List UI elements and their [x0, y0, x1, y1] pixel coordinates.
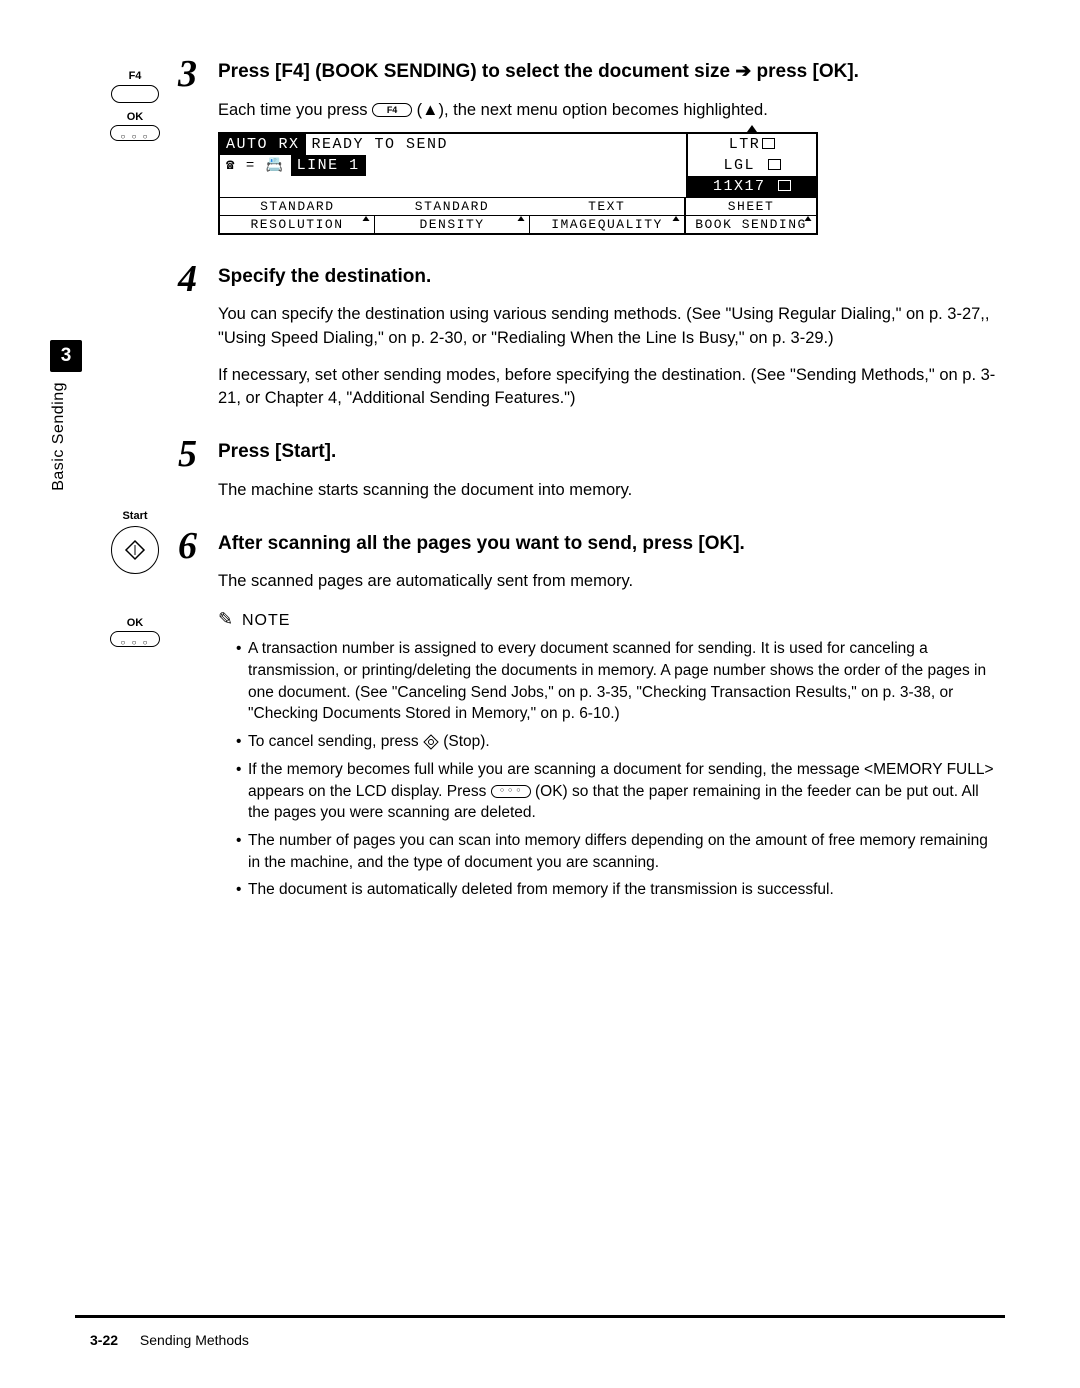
- f4-ok-icon-group: F4 OK ○ ○ ○: [90, 70, 180, 144]
- lcd-11x17: 11X17: [688, 176, 816, 197]
- note-item-5: The document is automatically deleted fr…: [236, 879, 1000, 901]
- step-6-number: 6: [178, 524, 197, 568]
- lcd-resolution: RESOLUTION: [220, 216, 375, 233]
- lcd-booksending-text: BOOK SENDING: [695, 217, 807, 232]
- step-4-title: Specify the destination.: [210, 265, 1000, 290]
- inline-f4-icon: F4: [372, 103, 412, 117]
- lcd-phone-icon: ☎ = 📇: [220, 155, 291, 176]
- note-item-2b: (Stop).: [439, 733, 490, 750]
- lcd-imagequality-text: IMAGEQUALITY: [551, 217, 663, 232]
- note-list: A transaction number is assigned to ever…: [218, 638, 1000, 901]
- ok-label: OK: [90, 111, 180, 123]
- main-content: 3 Press [F4] (BOOK SENDING) to select th…: [210, 60, 1000, 901]
- step-3-title-b: press [OK].: [757, 61, 859, 82]
- lcd-ready: READY TO SEND: [306, 134, 686, 155]
- note-pencil-icon: ✎: [218, 609, 238, 630]
- note-item-2: To cancel sending, press (Stop).: [236, 731, 1000, 753]
- note-item-1: A transaction number is assigned to ever…: [236, 638, 1000, 725]
- step-6: 6 After scanning all the pages you want …: [210, 532, 1000, 901]
- chapter-tab: 3 Basic Sending: [50, 340, 82, 510]
- step-5: 5 Press [Start]. The machine starts scan…: [210, 440, 1000, 502]
- lcd-11x17-text: 11X17: [713, 178, 766, 195]
- note-label-text: NOTE: [242, 612, 290, 629]
- footer-page-number: 3-22: [90, 1332, 118, 1348]
- step-3-title: Press [F4] (BOOK SENDING) to select the …: [210, 60, 1000, 85]
- step-5-title: Press [Start].: [210, 440, 1000, 465]
- step-4-p2: If necessary, set other sending modes, b…: [210, 364, 1000, 410]
- lcd-display: AUTO RX READY TO SEND ☎ = 📇 LINE 1 LTR L…: [218, 132, 818, 235]
- start-button-icon: [111, 526, 159, 574]
- ok-button-icon: ○ ○ ○: [110, 125, 160, 141]
- footer-rule: [75, 1315, 1005, 1318]
- note-item-3: If the memory becomes full while you are…: [236, 759, 1000, 824]
- step-5-p1: The machine starts scanning the document…: [210, 479, 1000, 502]
- note-label: ✎NOTE: [218, 609, 1000, 630]
- lcd-sheet: SHEET: [686, 198, 816, 215]
- step-3-number: 3: [178, 52, 197, 96]
- step-4-p1: You can specify the destination using va…: [210, 303, 1000, 349]
- step-6-p1: The scanned pages are automatically sent…: [210, 570, 1000, 593]
- f4-label: F4: [90, 70, 180, 82]
- step-5-number: 5: [178, 432, 197, 476]
- lcd-density: DENSITY: [375, 216, 530, 233]
- step-3-title-a: Press [F4] (BOOK SENDING) to select the …: [218, 61, 735, 82]
- lcd-line1: LINE 1: [291, 155, 366, 176]
- lcd-lgl: LGL: [688, 155, 816, 176]
- inline-ok-icon: ○ ○ ○: [491, 785, 531, 798]
- lcd-text: TEXT: [529, 198, 686, 215]
- lcd-imagequality: IMAGEQUALITY: [530, 216, 686, 233]
- footer-section: Sending Methods: [140, 1332, 249, 1348]
- lcd-lgl-text: LGL: [723, 157, 755, 174]
- lcd-density-text: DENSITY: [419, 217, 484, 232]
- step-4-number: 4: [178, 257, 197, 301]
- ok-label-2: OK: [90, 617, 180, 629]
- chapter-number: 3: [50, 340, 82, 372]
- ok-icon-group-2: OK ○ ○ ○: [90, 617, 180, 650]
- step-4: 4 Specify the destination. You can speci…: [210, 265, 1000, 410]
- lcd-booksending: BOOK SENDING: [686, 216, 816, 233]
- inline-stop-icon: [423, 734, 439, 750]
- start-label: Start: [90, 510, 180, 522]
- lcd-resolution-text: RESOLUTION: [250, 217, 343, 232]
- note-item-4: The number of pages you can scan into me…: [236, 830, 1000, 873]
- lcd-standard2: STANDARD: [375, 198, 530, 215]
- lcd-ltr-text: LTR: [729, 136, 761, 153]
- footer: 3-22 Sending Methods: [90, 1332, 249, 1348]
- lcd-ltr: LTR: [688, 134, 816, 155]
- start-icon-group: Start: [90, 510, 180, 574]
- step-3-body-b: (▲), the next menu option becomes highli…: [412, 101, 768, 119]
- note-section: ✎NOTE A transaction number is assigned t…: [210, 609, 1000, 901]
- lcd-auto-rx: AUTO RX: [220, 134, 306, 155]
- ok-button-icon-2: ○ ○ ○: [110, 631, 160, 647]
- arrow-icon: ➔: [735, 61, 756, 82]
- f4-button-icon: [111, 85, 159, 103]
- chapter-label: Basic Sending: [50, 382, 68, 491]
- lcd-standard1: STANDARD: [220, 198, 375, 215]
- step-6-title: After scanning all the pages you want to…: [210, 532, 1000, 557]
- step-3-body: Each time you press F4 (▲), the next men…: [210, 99, 1000, 122]
- step-3: 3 Press [F4] (BOOK SENDING) to select th…: [210, 60, 1000, 235]
- step-3-body-a: Each time you press: [218, 101, 372, 119]
- note-item-2a: To cancel sending, press: [248, 733, 423, 750]
